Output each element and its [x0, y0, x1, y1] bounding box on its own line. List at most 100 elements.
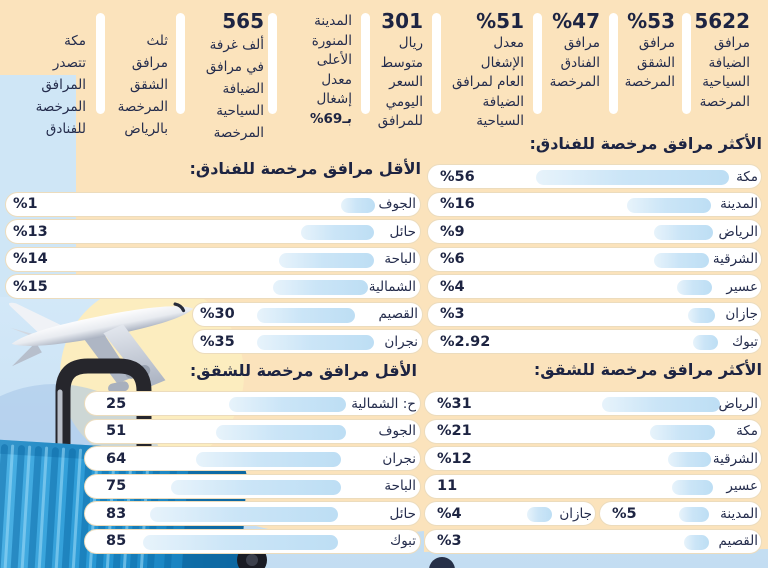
row-bar [677, 280, 712, 295]
top-stat-line: إشغال [316, 91, 353, 107]
row-apartments_least-3: 75 الباحة [84, 473, 421, 499]
top-stat-2: ‎%47 مرافق الفنادق المرخصة [537, 0, 600, 93]
section-title-apartments-most: الأكثر مرافق مرخصة للشقق: [533, 360, 762, 379]
top-stat-line: العام لمرافق [452, 74, 524, 90]
row-hotels_least-4: ‎%30 القصيم [192, 301, 423, 327]
section-title-hotels-most: الأكثر مرافق مرخصة للفنادق: [529, 134, 762, 153]
row-apartments_most-4-extra: ‎%4 جازان [424, 501, 596, 526]
row-bar [668, 452, 711, 467]
row-apartments_least-2: 64 نجران [84, 446, 421, 471]
top-stat-0: 5622 مرافق الضيافة السياحية المرخصة [686, 0, 750, 112]
row-value: ‎%31 [437, 395, 472, 412]
row-label: تبوك [732, 333, 758, 350]
row-value: ‎%4 [440, 278, 465, 295]
stat-separator [608, 13, 618, 114]
row-bar [301, 225, 374, 240]
top-stat-value: 5622 [694, 9, 750, 33]
row-apartments_least-0: 25 ح: الشمالية [84, 391, 421, 416]
row-hotels_most-0: ‎%56 مكة [427, 164, 762, 189]
row-value: ‎%3 [437, 533, 462, 549]
top-stat-line: بالرياض [124, 121, 168, 137]
top-stat-line: المرخصة [117, 99, 168, 115]
row-value: 51 [106, 423, 127, 439]
top-stat-line: السياحية [702, 74, 750, 90]
stat-separator [360, 13, 370, 114]
top-stat-line: الضيافة [482, 93, 524, 110]
row-apartments_most-0: ‎%31 الرياض [424, 391, 762, 416]
top-stat-1: ‎%53 مرافق الشقق المرخصة [613, 0, 675, 93]
row-bar [650, 424, 715, 440]
row-apartments_least-4: 83 حائل [84, 501, 421, 526]
top-stat-value: ‎%47 [552, 9, 600, 33]
top-stat-4: 301 ريال متوسط السعر اليومي للمرافق [365, 0, 423, 132]
row-hotels_least-5: ‎%35 نجران [192, 329, 423, 354]
row-bar [684, 534, 709, 550]
stat-separator [175, 13, 185, 114]
top-stat-line: المرخصة [35, 99, 86, 115]
row-hotels_least-3: ‎%15 الشمالية [5, 274, 421, 299]
top-stat-line: مرافق [131, 55, 168, 71]
top-stat-line: الإشغال [480, 54, 524, 71]
row-bar [688, 307, 715, 323]
top-stat-value: ‎%53 [627, 9, 675, 33]
stat-separator [267, 13, 277, 114]
row-label: تبوك [390, 533, 416, 549]
top-stat-line: في مرافق [205, 59, 264, 75]
row-bar [654, 252, 709, 268]
stat-separator [431, 13, 441, 114]
top-stat-line: السياحية [216, 103, 264, 119]
top-stat-3: ‎%51 معدل الإشغال العام لمرافق الضيافة السياح… [436, 0, 524, 132]
row-bar [679, 507, 709, 522]
row-label: مكة [736, 423, 758, 439]
row-value: 11 [437, 478, 458, 494]
row-hotels_least-0: ‎%1 الجوف [5, 191, 421, 217]
top-stat-line: اليومي [385, 93, 423, 110]
row-bar [196, 452, 341, 467]
top-stat-line: للفنادق [45, 121, 86, 137]
row-bar [627, 197, 711, 213]
top-stat-line: السياحية [476, 113, 524, 129]
row-bar [341, 197, 375, 213]
top-stat-line: مكة [64, 33, 86, 49]
top-stat-value: 565 [222, 9, 264, 33]
top-stat-line: المرخصة [213, 125, 264, 141]
row-hotels_most-5: ‎%3 جازان [427, 301, 762, 327]
row-apartments_most-4: ‎%5 المدينة [599, 501, 762, 526]
row-apartments_least-1: 51 الجوف [84, 418, 421, 444]
row-apartments_most-3: 11 عسير [424, 473, 762, 499]
top-stat-line: تتصدر [52, 55, 86, 71]
row-hotels_most-2: ‎%9 الرياض [427, 219, 762, 244]
top-stat-7: ثلث مرافق الشقق المرخصة بالرياض [100, 0, 168, 140]
row-apartments_most-1: ‎%21 مكة [424, 418, 762, 444]
row-label: المدينة [720, 505, 758, 522]
row-label: القصيم [378, 306, 418, 322]
top-stat-line: المنورة [311, 32, 352, 49]
row-hotels_most-3: ‎%6 الشرقية [427, 246, 762, 272]
top-stat-line: ريال [398, 35, 423, 51]
row-apartments_most-5: ‎%3 القصيم [424, 528, 762, 554]
row-label: حائل [389, 223, 416, 240]
row-bar [257, 335, 374, 350]
row-label: القصيم [718, 533, 758, 549]
row-hotels_most-1: ‎%16 المدينة [427, 191, 762, 217]
row-hotels_least-1: ‎%13 حائل [5, 219, 421, 244]
top-stat-line: الفنادق [560, 54, 600, 71]
row-label: الباحة [384, 251, 416, 267]
row-label: عسير [726, 478, 758, 494]
row-label: حائل [389, 505, 416, 522]
row-bar [143, 534, 338, 550]
row-label: نجران [384, 333, 418, 350]
top-stat-line: الضيافة [708, 54, 750, 71]
row-bar [672, 479, 713, 495]
stat-separator [532, 13, 542, 114]
row-value: 83 [106, 505, 127, 522]
top-stat-line: معدل [493, 35, 524, 51]
top-stat-line: الشقق [130, 77, 168, 93]
row-value: 64 [106, 450, 127, 467]
top-stat-line: الأعلى [316, 52, 352, 68]
row-value: ‎%13 [13, 223, 48, 240]
top-stat-line: ثلث [146, 33, 168, 49]
row-label: الشمالية [368, 278, 416, 295]
stat-separator [681, 13, 691, 114]
row-label: نجران [382, 450, 416, 467]
